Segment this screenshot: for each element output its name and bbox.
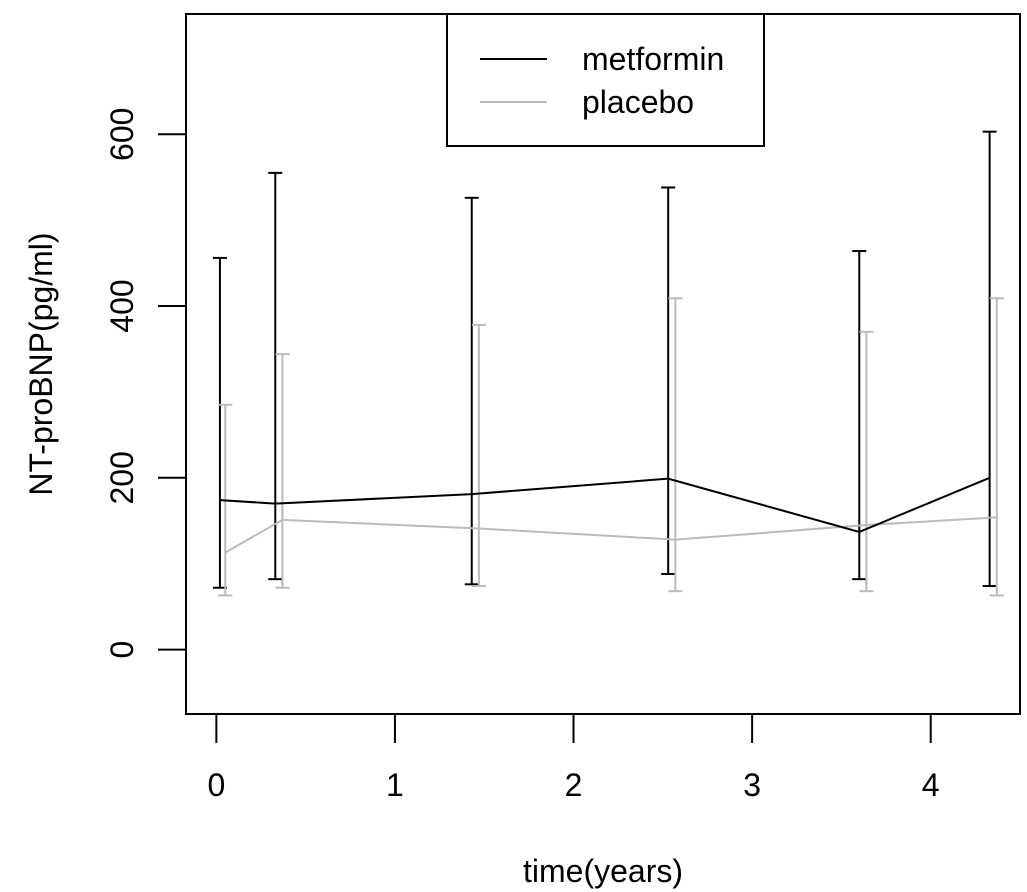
x-tick-label: 3 [743,767,761,803]
series-line-metformin [219,476,991,533]
x-tick-label: 2 [565,767,583,803]
y-tick-label: 200 [104,451,140,504]
y-tick-label: 0 [104,641,140,659]
x-tick-label: 0 [207,767,225,803]
series-lines [219,476,997,554]
y-axis: 0 200 400 600 [104,108,187,659]
error-bars [212,130,1004,597]
x-axis-title: time(years) [523,853,683,889]
x-tick-label: 4 [922,767,940,803]
legend-label-metformin: metformin [582,41,724,77]
x-axis: 0 1 2 3 4 [207,713,940,803]
series-line-placebo [224,516,997,554]
y-axis-title: NT-proBNP(pg/ml) [23,232,59,495]
y-tick-label: 400 [104,279,140,332]
legend-box [446,13,765,147]
legend-label-placebo: placebo [582,84,694,120]
y-tick-label: 600 [104,108,140,161]
x-tick-label: 1 [386,767,404,803]
legend: metformin placebo [446,13,765,147]
